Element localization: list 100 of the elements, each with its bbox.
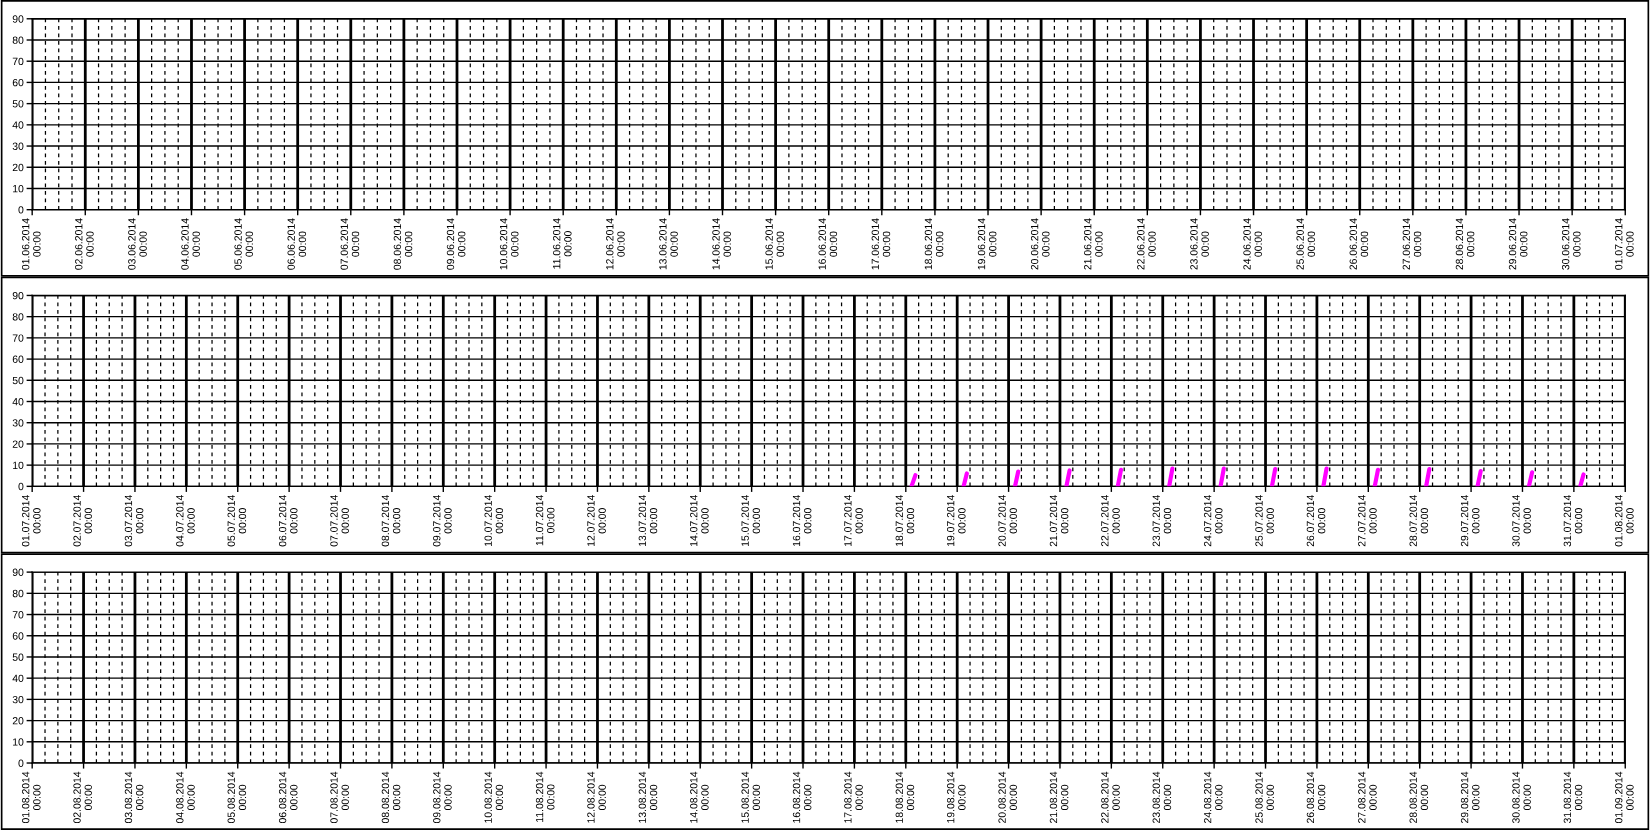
x-tick-label: 06.06.2014 00:00 <box>287 218 307 270</box>
x-tick-label: 09.08.2014 00:00 <box>433 771 452 824</box>
x-tick-label: 04.07.2014 00:00 <box>176 494 195 547</box>
y-tick-label: 10 <box>13 461 24 470</box>
x-tick-label: 15.07.2014 00:00 <box>741 494 761 547</box>
x-tick-label: 09.07.2014 00:00 <box>433 494 452 547</box>
x-tick-label: 31.07.2014 00:00 <box>1563 494 1583 547</box>
y-tick-label: 60 <box>12 632 24 640</box>
x-tick-label: 14.07.2014 00:00 <box>690 494 709 547</box>
x-tick-label: 25.07.2014 00:00 <box>1255 494 1274 547</box>
y-tick-label: 20 <box>12 163 24 172</box>
x-tick-label: 05.08.2014 00:00 <box>227 771 247 824</box>
x-tick-label: 29.06.2014 00:00 <box>1508 218 1528 270</box>
y-tick-label: 30 <box>12 142 24 150</box>
y-tick-label: 40 <box>12 674 24 683</box>
y-tick-label: 70 <box>12 334 24 342</box>
x-tick-label: 23.08.2014 00:00 <box>1152 771 1172 823</box>
x-tick-label: 03.07.2014 00:00 <box>124 494 144 547</box>
x-tick-label: 13.07.2014 00:00 <box>638 494 658 547</box>
x-tick-label: 27.06.2014 00:00 <box>1402 218 1422 270</box>
y-tick-label: 50 <box>12 653 24 661</box>
x-tick-label: 24.08.2014 00:00 <box>1203 771 1223 823</box>
x-tick-label: 10.08.2014 00:00 <box>484 771 504 823</box>
x-tick-label: 28.08.2014 00:00 <box>1409 771 1429 823</box>
x-tick-label: 15.08.2014 00:00 <box>741 771 761 823</box>
x-tick-label: 06.08.2014 00:00 <box>278 771 298 824</box>
y-tick-label: 30 <box>12 419 24 427</box>
x-tick-label: 05.07.2014 00:00 <box>227 494 247 547</box>
x-tick-label: 22.07.2014 00:00 <box>1101 494 1120 547</box>
y-tick-label: 50 <box>12 100 24 108</box>
x-tick-label: 01.06.2014 00:00 <box>21 218 41 270</box>
x-tick-label: 17.08.2014 00:00 <box>844 771 863 823</box>
x-tick-label: 15.06.2014 00:00 <box>765 218 785 270</box>
x-tick-label: 06.07.2014 00:00 <box>278 494 298 547</box>
y-tick-label: 10 <box>13 738 24 746</box>
y-tick-label: 70 <box>12 611 24 619</box>
x-tick-label: 21.08.2014 00:00 <box>1049 771 1069 823</box>
y-tick-label: 80 <box>12 36 24 44</box>
x-tick-label: 07.06.2014 00:00 <box>340 218 360 270</box>
x-tick-label: 22.06.2014 00:00 <box>1137 218 1156 270</box>
x-tick-label: 02.07.2014 00:00 <box>73 494 92 547</box>
x-tick-label: 07.07.2014 00:00 <box>330 494 349 547</box>
x-tick-label: 11.06.2014 00:00 <box>553 218 572 269</box>
x-tick-label: 21.06.2014 00:00 <box>1084 218 1103 270</box>
y-tick-label: 90 <box>12 291 24 300</box>
x-tick-label: 16.08.2014 00:00 <box>792 771 812 823</box>
y-tick-label: 0 <box>18 206 24 214</box>
y-tick-label: 80 <box>12 313 24 321</box>
y-tick-label: 50 <box>12 376 24 385</box>
x-tick-label: 23.07.2014 00:00 <box>1152 494 1172 547</box>
y-tick-label: 80 <box>12 589 24 598</box>
x-tick-label: 13.06.2014 00:00 <box>659 218 678 270</box>
x-tick-label: 13.08.2014 00:00 <box>638 771 658 823</box>
x-tick-label: 12.06.2014 00:00 <box>606 218 625 270</box>
y-tick-label: 0 <box>18 759 24 767</box>
x-tick-label: 26.06.2014 00:00 <box>1349 218 1369 270</box>
x-tick-label: 28.06.2014 00:00 <box>1455 218 1475 270</box>
x-tick-label: 01.09.2014 00:00 <box>1615 771 1634 824</box>
x-tick-label: 27.07.2014 00:00 <box>1358 494 1377 547</box>
x-tick-label: 14.08.2014 00:00 <box>690 771 709 823</box>
x-tick-label: 01.07.2014 00:00 <box>1615 218 1634 270</box>
y-tick-label: 70 <box>12 57 24 66</box>
x-tick-label: 08.07.2014 00:00 <box>381 494 401 547</box>
x-tick-label: 20.08.2014 00:00 <box>998 771 1017 823</box>
x-tick-label: 17.06.2014 00:00 <box>871 218 891 270</box>
x-tick-label: 11.08.2014 00:00 <box>535 771 555 822</box>
x-tick-label: 25.08.2014 00:00 <box>1255 771 1274 823</box>
x-tick-label: 16.06.2014 00:00 <box>818 218 838 270</box>
y-tick-label: 30 <box>12 695 24 704</box>
y-tick-label: 60 <box>12 355 24 363</box>
x-tick-label: 30.07.2014 00:00 <box>1512 494 1531 547</box>
x-tick-label: 19.08.2014 00:00 <box>947 771 966 823</box>
x-tick-label: 16.07.2014 00:00 <box>792 494 812 547</box>
x-tick-label: 09.06.2014 00:00 <box>446 218 466 270</box>
x-tick-label: 11.07.2014 00:00 <box>535 494 555 546</box>
x-tick-label: 29.07.2014 00:00 <box>1460 494 1480 547</box>
x-tick-label: 12.07.2014 00:00 <box>587 494 606 547</box>
x-tick-label: 26.08.2014 00:00 <box>1306 771 1326 823</box>
y-tick-label: 90 <box>12 15 24 23</box>
x-tick-label: 01.08.2014 00:00 <box>21 771 41 824</box>
x-tick-label: 23.06.2014 00:00 <box>1190 218 1209 270</box>
x-tick-label: 21.07.2014 00:00 <box>1049 494 1069 547</box>
x-tick-label: 04.08.2014 00:00 <box>176 771 195 824</box>
x-tick-label: 26.07.2014 00:00 <box>1306 494 1326 547</box>
x-tick-label: 02.08.2014 00:00 <box>73 771 92 824</box>
x-tick-label: 17.07.2014 00:00 <box>844 494 863 547</box>
x-tick-label: 10.07.2014 00:00 <box>484 494 504 547</box>
x-tick-label: 24.06.2014 00:00 <box>1243 218 1262 270</box>
x-tick-label: 18.08.2014 00:00 <box>895 771 915 823</box>
x-tick-label: 25.06.2014 00:00 <box>1296 218 1316 270</box>
x-tick-label: 30.06.2014 00:00 <box>1561 218 1581 270</box>
x-tick-label: 27.08.2014 00:00 <box>1358 771 1377 823</box>
x-tick-label: 29.08.2014 00:00 <box>1460 771 1480 823</box>
x-tick-label: 24.07.2014 00:00 <box>1203 494 1223 547</box>
y-tick-label: 40 <box>12 121 24 129</box>
x-tick-label: 18.07.2014 00:00 <box>895 494 915 547</box>
x-tick-label: 19.06.2014 00:00 <box>977 218 997 270</box>
x-tick-label: 04.06.2014 00:00 <box>181 218 200 270</box>
x-tick-label: 30.08.2014 00:00 <box>1512 771 1531 824</box>
y-tick-label: 60 <box>12 78 24 87</box>
